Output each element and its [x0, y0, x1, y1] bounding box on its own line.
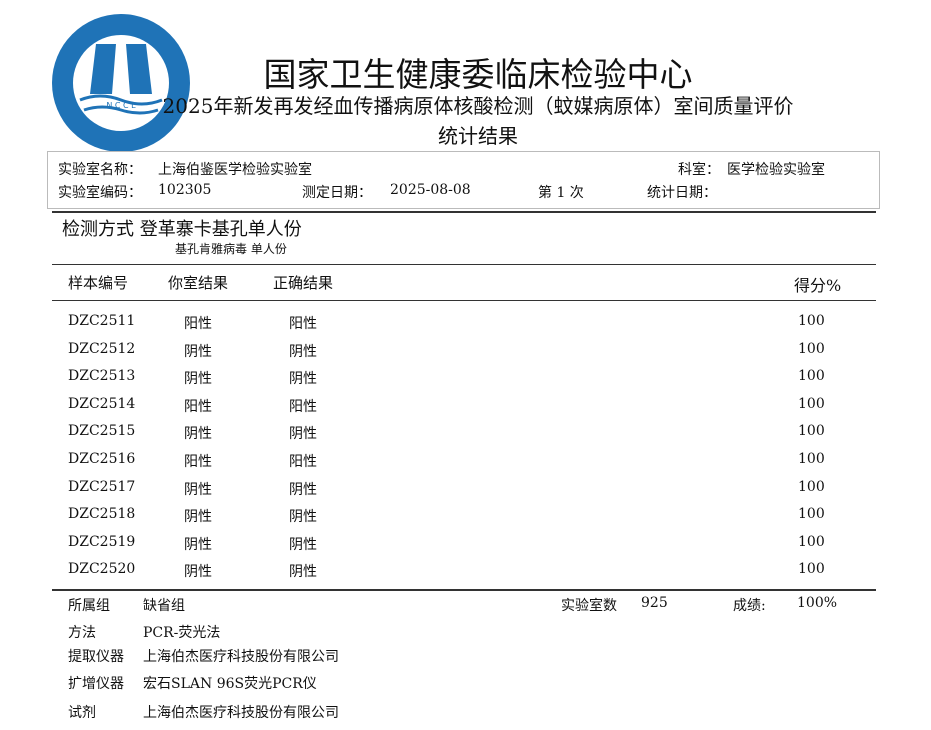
- svg-text:N C C L: N C C L: [106, 101, 136, 110]
- correct-result: 阳性: [289, 398, 317, 415]
- divider: [52, 589, 876, 591]
- your-result: 阳性: [184, 398, 212, 415]
- score: 100: [798, 478, 825, 495]
- method-subtitle: 基孔肯雅病毒 单人份: [175, 242, 287, 256]
- correct-result: 阴性: [289, 343, 317, 360]
- reagent-label: 试剂: [68, 705, 96, 721]
- score: 100: [798, 313, 825, 329]
- reagent: 上海伯杰医疗科技股份有限公司: [143, 705, 339, 721]
- col-score: 得分%: [794, 276, 842, 295]
- dept: 医学检验实验室: [727, 162, 825, 178]
- score: 100: [798, 423, 825, 440]
- report-subtitle: 2025年新发再发经血传播病原体核酸检测（蚊媒病原体）室间质量评价: [162, 94, 794, 118]
- score: 100: [798, 395, 825, 412]
- divider: [52, 300, 876, 301]
- sample-id: DZC2519: [68, 533, 136, 550]
- correct-result: 阳性: [289, 454, 317, 470]
- correct-result: 阴性: [289, 564, 317, 581]
- dept-label: 科室：: [678, 162, 720, 178]
- amp-label: 扩增仪器: [68, 676, 124, 692]
- method: PCR-荧光法: [143, 625, 221, 641]
- table-header: 样本编号 你室结果 正确结果 得分%: [0, 272, 931, 295]
- group: 缺省组: [143, 598, 185, 614]
- table-row: DZC2512 阴性 阴性 100: [0, 341, 931, 363]
- divider: [52, 264, 876, 265]
- score: 100: [798, 340, 825, 357]
- score: 100: [798, 506, 825, 523]
- table-row: DZC2520 阴性 阴性 100: [0, 561, 931, 583]
- sample-id: DZC2520: [68, 561, 136, 578]
- sample-id: DZC2513: [68, 368, 136, 385]
- table-row: DZC2513 阴性 阴性 100: [0, 368, 931, 390]
- table-row: DZC2514 阳性 阳性 100: [0, 396, 931, 418]
- table-row: DZC2517 阴性 阴性 100: [0, 479, 931, 501]
- stat-date-label: 统计日期：: [647, 185, 717, 201]
- test-date: 2025-08-08: [390, 182, 471, 198]
- score: 100: [798, 368, 825, 385]
- sample-id: DZC2517: [68, 478, 136, 495]
- your-result: 阳性: [184, 454, 212, 470]
- group-label: 所属组: [68, 598, 110, 614]
- col-your-result: 你室结果: [168, 274, 229, 292]
- sample-id: DZC2518: [68, 506, 136, 523]
- your-result: 阳性: [184, 316, 212, 332]
- your-result: 阴性: [184, 371, 212, 388]
- sample-id: DZC2514: [68, 395, 136, 412]
- your-result: 阴性: [184, 343, 212, 360]
- score: 100: [798, 451, 825, 467]
- col-correct-result: 正确结果: [273, 274, 334, 292]
- table-row: DZC2516 阳性 阳性 100: [0, 451, 931, 473]
- table-row: DZC2519 阴性 阴性 100: [0, 534, 931, 556]
- method-label: 方法: [68, 625, 96, 641]
- score-label: 成绩:: [733, 598, 766, 614]
- round: 第 1 次: [538, 185, 584, 201]
- score: 100: [798, 533, 825, 550]
- lab-name-label: 实验室名称：: [58, 162, 142, 178]
- page-title: 国家卫生健康委临床检验中心: [263, 55, 693, 94]
- lab-code-label: 实验室编码：: [58, 185, 142, 201]
- your-result: 阴性: [184, 426, 212, 443]
- method-title: 检测方式 登革寨卡基孔单人份: [62, 219, 302, 240]
- correct-result: 阴性: [289, 509, 317, 526]
- score: 100: [798, 561, 825, 578]
- your-result: 阴性: [184, 509, 212, 526]
- correct-result: 阳性: [289, 316, 317, 332]
- col-sample-id: 样本编号: [68, 274, 129, 292]
- sample-id: DZC2511: [68, 313, 136, 329]
- table-row: DZC2515 阴性 阴性 100: [0, 423, 931, 445]
- divider: [52, 211, 876, 213]
- lab-name: 上海伯鉴医学检验实验室: [158, 162, 312, 178]
- lab-count-label: 实验室数: [561, 598, 617, 614]
- lab-info-box: [47, 151, 880, 209]
- sample-id: DZC2515: [68, 423, 136, 440]
- score: 100%: [797, 595, 838, 611]
- correct-result: 阴性: [289, 536, 317, 553]
- your-result: 阴性: [184, 536, 212, 553]
- nccl-logo: N C C L: [52, 14, 190, 152]
- sample-id: DZC2516: [68, 451, 136, 467]
- lab-count: 925: [641, 595, 668, 611]
- your-result: 阴性: [184, 564, 212, 581]
- extract-label: 提取仪器: [68, 649, 124, 665]
- lab-code: 102305: [158, 182, 212, 198]
- test-date-label: 测定日期：: [302, 185, 372, 201]
- your-result: 阴性: [184, 481, 212, 498]
- amp-instrument: 宏石SLAN 96S荧光PCR仪: [143, 676, 317, 692]
- sample-id: DZC2512: [68, 340, 136, 357]
- correct-result: 阴性: [289, 426, 317, 443]
- table-row: DZC2518 阴性 阴性 100: [0, 506, 931, 528]
- correct-result: 阴性: [289, 371, 317, 388]
- correct-result: 阴性: [289, 481, 317, 498]
- extract-instrument: 上海伯杰医疗科技股份有限公司: [143, 649, 339, 665]
- table-row: DZC2511 阳性 阳性 100: [0, 313, 931, 335]
- report-subtitle-2: 统计结果: [438, 124, 518, 148]
